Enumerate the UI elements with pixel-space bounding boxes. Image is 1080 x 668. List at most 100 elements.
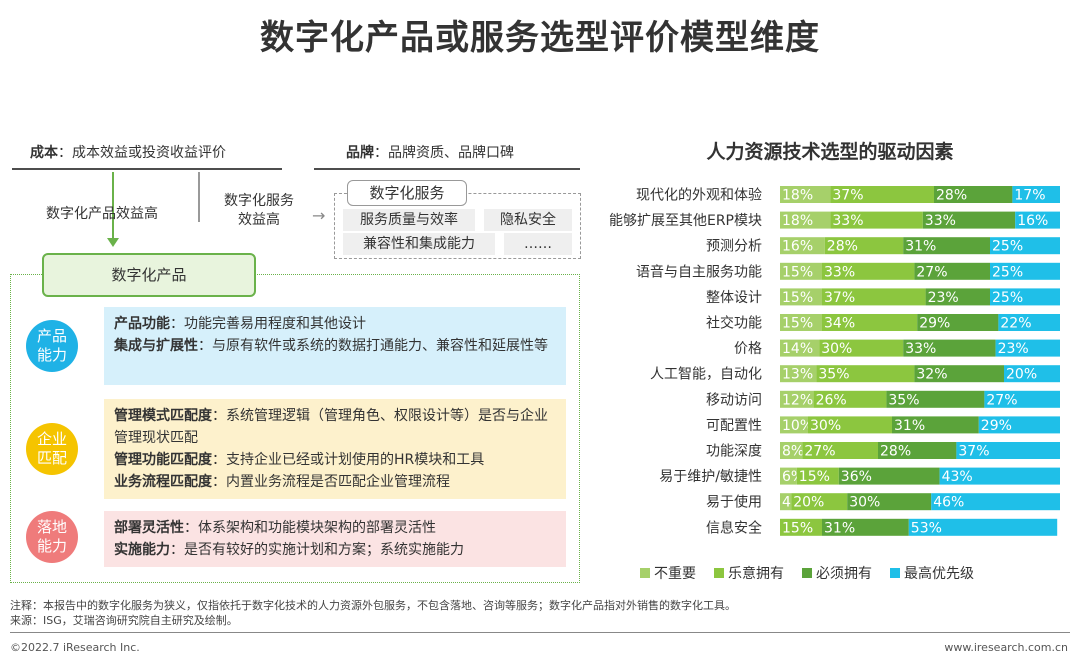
bar-segment (780, 237, 825, 255)
cost-label: 成本 (30, 145, 58, 161)
legend-label: 必须拥有 (816, 566, 872, 582)
data-label: 15% (799, 469, 830, 485)
legend-swatch (714, 568, 724, 578)
bar-segment (1004, 365, 1060, 383)
legend-swatch (640, 568, 650, 578)
bar-segment (1012, 186, 1060, 203)
bar-segment (813, 390, 887, 408)
stacked-bar-chart: 现代化的外观和体验 18% 37% 28% 17% 能够扩展至其他ERP模块 18% 33% 3… (609, 186, 1060, 536)
data-label: 31% (905, 239, 936, 255)
chart-legend: 不重要 乐意拥有 必须拥有 最高优先级 (640, 563, 974, 583)
data-label: 20% (1006, 367, 1037, 383)
brand-text: ：品牌资质、品牌口碑 (374, 145, 514, 161)
cost-text: ：成本效益或投资收益评价 (58, 145, 226, 161)
footer-divider (10, 632, 1070, 633)
bar-segment (838, 467, 940, 485)
bar-segment (822, 288, 926, 306)
bar-segment (830, 186, 934, 203)
bar-segment (995, 339, 1060, 357)
data-label: 36% (841, 469, 872, 485)
bar-segment (917, 314, 999, 331)
data-label: 43% (942, 469, 973, 485)
category-label: 价格 (734, 341, 762, 357)
bar-segment (990, 237, 1060, 255)
bar-segment (796, 467, 839, 485)
data-label: 33% (824, 264, 855, 280)
data-label: 23% (928, 290, 959, 306)
bar-segment (939, 467, 1060, 485)
data-label: 29% (981, 418, 1012, 434)
data-label: 15% (782, 264, 813, 280)
data-label: 33% (832, 213, 863, 229)
panel-line: 实施能力：是否有较好的实施计划和方案；系统实施能力 (114, 542, 464, 558)
category-label: 易于维护/敏捷性 (659, 469, 762, 485)
service-benefit-line1: 数字化服务 (224, 193, 294, 209)
implementation-panel: 部署灵活性：体系架构和功能模块架构的部署灵活性 实施能力：是否有较好的实施计划和… (104, 511, 566, 567)
circle-line: 能力 (36, 537, 67, 555)
data-label: 18% (782, 188, 813, 204)
bar-segment (780, 442, 803, 459)
brand-criterion: 品牌：品牌资质、品牌口碑 (346, 142, 514, 162)
bar-segment (822, 262, 915, 280)
circle-line: 匹配 (36, 449, 67, 467)
circle-line: 落地 (36, 518, 67, 536)
data-label: 25% (992, 290, 1023, 306)
panel-line: 产品功能：功能完善易用程度和其他设计 (114, 316, 366, 332)
panel-line: 管理模式匹配度：系统管理逻辑（管理角色、权限设计等）是否与企业管理现状匹配 (114, 408, 548, 446)
data-label: 17% (1014, 188, 1045, 204)
bar-segment (914, 365, 1004, 383)
data-label: 30% (821, 341, 852, 357)
data-label: 27% (804, 444, 835, 460)
service-benefit-label: 数字化服务 效益高 (216, 192, 302, 230)
legend-item: 乐意拥有 (714, 563, 784, 583)
data-label: 37% (958, 444, 989, 460)
category-label: 整体设计 (706, 290, 762, 306)
product-box (10, 274, 580, 583)
bar-segment (931, 493, 1060, 511)
bar-segment (925, 288, 990, 306)
data-label: 35% (888, 392, 919, 408)
bar-segment (978, 416, 1060, 434)
bar-segment (914, 262, 990, 280)
product-benefit-label: 数字化产品效益高 (46, 206, 158, 222)
cost-underline (12, 168, 282, 170)
data-label: 20% (793, 495, 824, 511)
bar-segment (780, 390, 814, 408)
data-label: 30% (810, 418, 841, 434)
bar-segment (830, 211, 923, 229)
down-arrow-icon (107, 238, 119, 247)
enterprise-fit-panel: 管理模式匹配度：系统管理逻辑（管理角色、权限设计等）是否与企业管理现状匹配 管理… (104, 399, 566, 499)
note-text: 注释：本报告中的数字化服务为狭义，仅指依托于数字化技术的人力资源外包服务，不包含… (10, 599, 736, 612)
bar-segment (934, 186, 1013, 203)
data-label: 28% (936, 188, 967, 204)
data-label: 31% (824, 520, 855, 536)
category-label: 语音与自主服务功能 (636, 263, 762, 280)
data-label: 10% (782, 418, 813, 434)
circle-line: 能力 (36, 346, 67, 364)
service-chip: 服务质量与效率 (343, 209, 475, 231)
data-label: 15% (782, 520, 813, 536)
bar-segment (822, 518, 909, 536)
panel-line: 集成与扩展性：与原有软件或系统的数据打通能力、兼容性和延展性等 (114, 338, 548, 354)
product-box-title: 数字化产品 (42, 253, 256, 297)
enterprise-fit-circle: 企业 匹配 (26, 423, 78, 475)
legend-item: 最高优先级 (890, 563, 974, 583)
service-box-title: 数字化服务 (347, 180, 467, 206)
circle-line: 产品 (36, 327, 67, 345)
source-text: 来源：ISG，艾瑞咨询研究院自主研究及绘制。 (10, 614, 238, 627)
legend-label: 不重要 (654, 566, 696, 582)
service-connector (198, 172, 200, 222)
chart-title: 人力资源技术选型的驱动因素 (706, 141, 954, 163)
data-label: 37% (832, 188, 863, 204)
data-label: 27% (986, 392, 1017, 408)
data-label: 28% (827, 239, 858, 255)
panel-line: 部署灵活性：体系架构和功能模块架构的部署灵活性 (114, 520, 436, 536)
panel-line: 管理功能匹配度：支持企业已经或计划使用的HR模块和工具 (114, 452, 485, 468)
data-label: 14% (782, 341, 813, 357)
bar-segment (819, 339, 904, 357)
data-label: 22% (1000, 316, 1031, 332)
bar-segment (780, 518, 822, 536)
bar-segment (886, 390, 985, 408)
right-arrow-icon: → (312, 206, 326, 225)
bar-segment (878, 442, 957, 459)
